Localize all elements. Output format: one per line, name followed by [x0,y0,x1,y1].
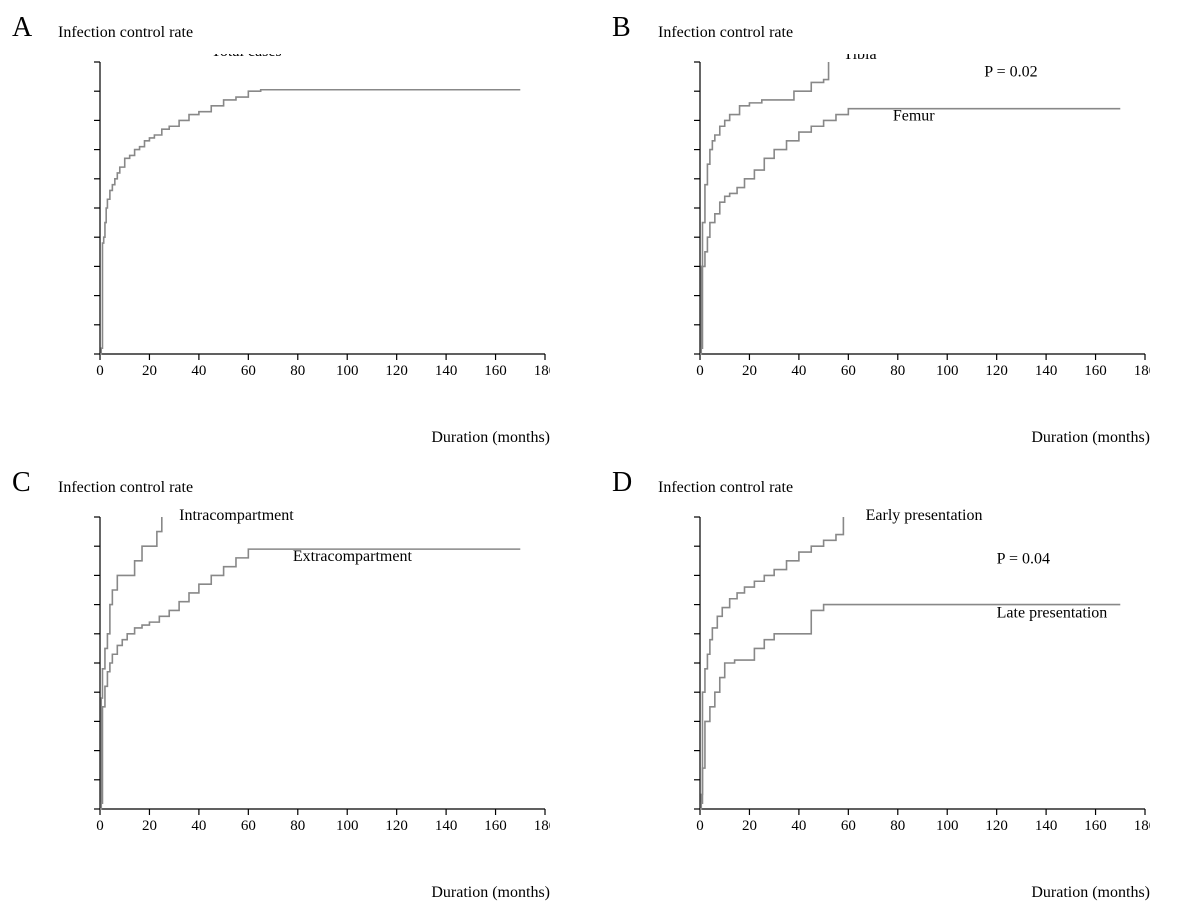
panel-letter: A [12,12,32,44]
series-curve [100,90,520,354]
x-tick-label: 80 [290,363,305,379]
series-curve [100,549,520,809]
y-tick-label: 0.7 [90,598,91,614]
panel-c: CInfection control rateDuration (months)… [20,475,580,900]
x-tick-label: 60 [841,363,856,379]
x-tick-label: 0 [96,363,104,379]
y-axis-title: Infection control rate [658,479,793,497]
x-tick-label: 60 [241,363,256,379]
y-axis-title: Infection control rate [58,479,193,497]
panel-letter: D [612,467,632,499]
x-axis-title: Duration (months) [1031,884,1150,902]
series-label: Intracompartment [179,509,294,524]
x-tick-label: 100 [936,363,959,379]
y-tick-label: 0.6 [90,172,91,188]
y-axis-title: Infection control rate [58,24,193,42]
x-tick-label: 180 [534,363,550,379]
series-label: Total cases [211,54,281,60]
y-tick-label: 0.4 [690,230,691,246]
series-label: Early presentation [866,509,983,524]
chart-svg: 0204060801001201401601800.00.10.20.30.40… [90,54,550,384]
x-tick-label: 100 [336,363,359,379]
x-tick-label: 20 [742,818,757,834]
x-tick-label: 0 [696,363,704,379]
series-label: Tibia [843,54,876,63]
y-tick-label: 0.7 [90,143,91,159]
x-axis-title: Duration (months) [431,429,550,447]
x-tick-label: 40 [191,818,206,834]
panel-d: DInfection control rateDuration (months)… [620,475,1180,900]
x-tick-label: 140 [435,363,458,379]
x-tick-label: 180 [1134,363,1150,379]
panel-b: BInfection control rateDuration (months)… [620,20,1180,445]
x-tick-label: 20 [142,818,157,834]
y-tick-label: 0.4 [690,685,691,701]
series-label: Late presentation [997,605,1108,622]
x-tick-label: 0 [696,818,704,834]
x-tick-label: 140 [435,818,458,834]
y-tick-label: 0.6 [90,627,91,643]
chart-svg: 0204060801001201401601800.00.10.20.30.40… [690,54,1150,384]
x-tick-label: 120 [385,818,408,834]
y-tick-label: 0.6 [690,627,691,643]
series-label: Extracompartment [293,548,413,565]
x-tick-label: 100 [936,818,959,834]
x-tick-label: 20 [142,363,157,379]
x-tick-label: 160 [484,363,507,379]
series-label: Femur [893,107,935,124]
x-axis-title: Duration (months) [431,884,550,902]
p-value-label: P = 0.04 [997,551,1050,568]
x-tick-label: 120 [985,363,1008,379]
x-tick-label: 100 [336,818,359,834]
chart-svg: 0204060801001201401601800.00.10.20.30.40… [90,509,550,839]
p-value-label: P = 0.02 [984,64,1037,81]
series-curve [700,605,1120,809]
panel-a: AInfection control rateDuration (months)… [20,20,580,445]
x-tick-label: 180 [534,818,550,834]
y-tick-label: 0.6 [690,172,691,188]
x-axis-title: Duration (months) [1031,429,1150,447]
panel-letter: B [612,12,631,44]
y-tick-label: 0.4 [90,685,91,701]
x-tick-label: 120 [985,818,1008,834]
x-tick-label: 40 [191,363,206,379]
x-tick-label: 60 [241,818,256,834]
x-tick-label: 40 [791,363,806,379]
x-tick-label: 80 [890,363,905,379]
panel-letter: C [12,467,31,499]
y-axis-title: Infection control rate [658,24,793,42]
series-curve [700,109,1120,354]
y-tick-label: 0.7 [690,143,691,159]
x-tick-label: 180 [1134,818,1150,834]
x-tick-label: 140 [1035,363,1058,379]
y-tick-label: 0.7 [690,598,691,614]
series-curve [700,517,843,809]
x-tick-label: 160 [1084,363,1107,379]
x-tick-label: 20 [742,363,757,379]
chart-svg: 0204060801001201401601800.00.10.20.30.40… [690,509,1150,839]
x-tick-label: 160 [1084,818,1107,834]
x-tick-label: 140 [1035,818,1058,834]
x-tick-label: 160 [484,818,507,834]
x-tick-label: 80 [890,818,905,834]
x-tick-label: 80 [290,818,305,834]
x-tick-label: 40 [791,818,806,834]
x-tick-label: 0 [96,818,104,834]
x-tick-label: 60 [841,818,856,834]
y-tick-label: 0.4 [90,230,91,246]
x-tick-label: 120 [385,363,408,379]
